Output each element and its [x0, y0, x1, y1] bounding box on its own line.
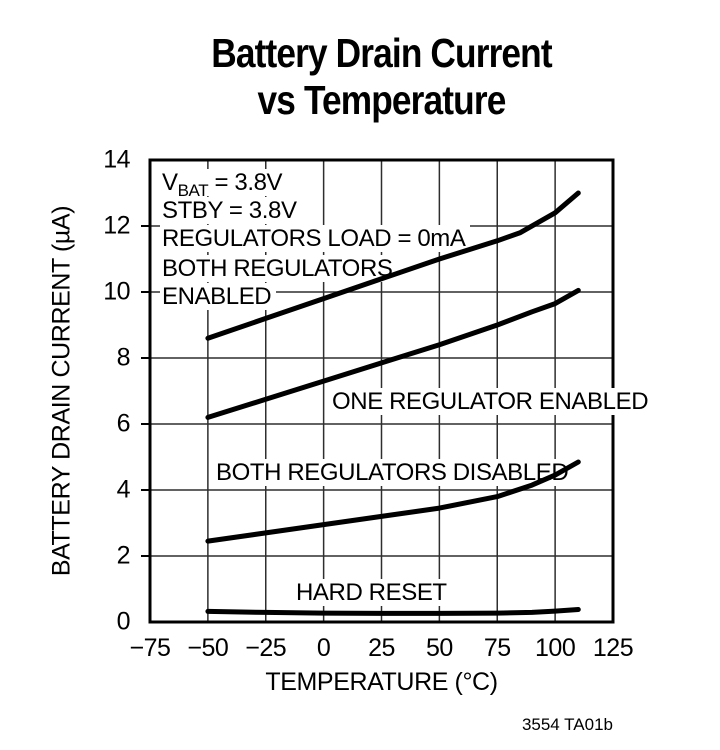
x-tick-label: 100 [535, 634, 576, 662]
x-tick-label: 0 [316, 634, 331, 662]
y-axis-tick-labels: 0 2 4 6 8 10 12 14 [85, 0, 140, 750]
curve-label-both-enabled-line2: ENABLED [160, 283, 277, 310]
y-tick-label: 12 [103, 211, 130, 240]
vbat-symbol: V [162, 169, 178, 196]
condition-vbat: VBAT = 3.8V [160, 169, 288, 199]
y-tick-label: 0 [116, 607, 131, 636]
y-axis-title: BATTERY DRAIN CURRENT (µA) [47, 205, 76, 577]
chart-title-line1: Battery Drain Current [211, 30, 552, 76]
y-tick-label: 8 [116, 343, 131, 372]
y-tick-label: 10 [103, 277, 130, 306]
curve-label-one-enabled: ONE REGULATOR ENABLED [330, 388, 654, 415]
curve-label-both-enabled-line1: BOTH REGULATORS [160, 255, 398, 282]
x-tick-label: −25 [245, 634, 287, 662]
curve-label-hard-reset: HARD RESET [294, 579, 452, 606]
vbat-value: = 3.8V [208, 169, 283, 196]
x-tick-label: 125 [592, 634, 634, 662]
y-tick-label: 6 [116, 409, 131, 438]
x-axis-title: TEMPERATURE (°C) [265, 668, 498, 696]
x-tick-label: 75 [483, 634, 511, 662]
y-tick-label: 2 [116, 541, 131, 570]
x-tick-label: −50 [187, 634, 229, 662]
condition-load: REGULATORS LOAD = 0mA [160, 225, 471, 252]
x-tick-label: −75 [129, 634, 171, 662]
chart-title: Battery Drain Current vs Temperature [182, 30, 580, 124]
y-tick-label: 14 [103, 145, 130, 174]
curve-label-both-disabled: BOTH REGULATORS DISABLED [214, 459, 574, 486]
x-tick-label: 25 [368, 634, 395, 662]
condition-stby: STBY = 3.8V [160, 197, 302, 224]
x-tick-label: 50 [425, 634, 453, 662]
y-tick-label: 4 [116, 475, 131, 504]
figure-reference: 3554 TA01b [521, 715, 613, 734]
chart-title-line2: vs Temperature [257, 77, 507, 123]
